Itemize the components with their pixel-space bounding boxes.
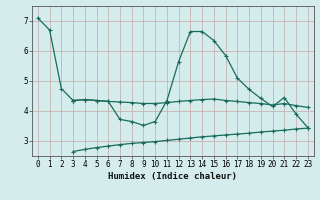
X-axis label: Humidex (Indice chaleur): Humidex (Indice chaleur) — [108, 172, 237, 181]
